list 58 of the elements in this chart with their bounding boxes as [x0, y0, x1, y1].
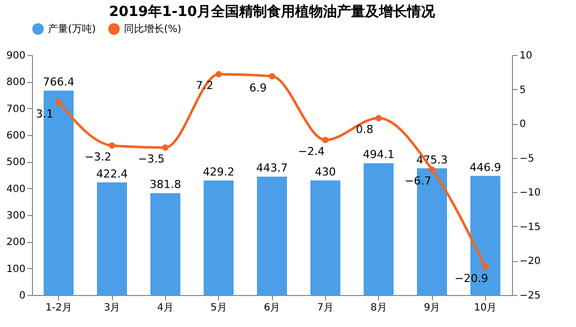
point [268, 73, 276, 80]
y2-tick-label: −25 [520, 290, 541, 302]
y-tick-label: 700 [6, 104, 26, 115]
y2-tick-label: −15 [520, 222, 541, 233]
data-label: 494.1 [362, 148, 394, 162]
x-tick-label: 5月 [210, 302, 227, 314]
point [428, 166, 436, 173]
point [376, 114, 382, 122]
bar [310, 180, 340, 295]
data-label: 429.2 [202, 166, 234, 179]
x-tick-label: 1-2月 [45, 302, 72, 314]
x-tick-label: 6月 [264, 302, 280, 314]
data-label: −3.5 [138, 152, 165, 166]
bar [150, 193, 180, 295]
x-tick-label: 10月 [474, 302, 497, 314]
legend-label: 产量(万吨) [48, 23, 96, 35]
x-tick-label: 3月 [104, 302, 120, 314]
data-label: −3.2 [84, 150, 112, 164]
y2-tick-label: −10 [520, 188, 541, 199]
y-tick-label: 400 [6, 184, 26, 195]
y-tick-label: 600 [6, 130, 26, 142]
point [162, 144, 168, 151]
chart-title: 2019年1-10月全国精制食用植物油产量及增长情况 [109, 3, 436, 20]
data-label: 766.4 [42, 76, 74, 89]
x-tick-label: 8月 [370, 302, 387, 314]
bar [364, 163, 394, 295]
y-tick-label: 200 [6, 237, 26, 248]
y-tick-label: 100 [6, 264, 26, 275]
y-tick-label: 800 [6, 77, 26, 88]
x-tick-label: 4月 [157, 302, 174, 314]
y2-tick-label: 10 [520, 50, 532, 62]
data-label: 381.8 [150, 178, 182, 192]
point [56, 99, 62, 106]
data-label: 443.7 [256, 162, 288, 175]
data-label: 446.9 [470, 160, 502, 174]
y-tick-label: 900 [6, 50, 26, 62]
bar [97, 182, 127, 295]
y2-tick-label: 0 [520, 119, 526, 130]
data-label: 6.9 [249, 81, 267, 94]
data-label: −2.4 [298, 145, 325, 158]
y-tick-label: 500 [6, 157, 26, 168]
data-label: 430 [314, 165, 336, 178]
bar [204, 180, 234, 295]
point [216, 71, 222, 78]
legend-label: 同比增长(%) [124, 23, 182, 35]
data-label: 0.8 [356, 123, 374, 136]
x-tick-label: 9月 [424, 302, 440, 314]
data-label: 422.4 [96, 167, 128, 180]
x-tick-label: 7月 [317, 302, 334, 314]
y2-tick-label: −20 [520, 256, 541, 268]
point [108, 142, 116, 149]
point [322, 136, 328, 144]
y2-tick-label: −5 [520, 153, 534, 164]
y2-tick-label: 5 [520, 84, 526, 96]
y-tick-label: 300 [6, 210, 26, 222]
point [482, 264, 488, 270]
bar [257, 176, 287, 295]
y-tick-label: 0 [19, 290, 26, 302]
